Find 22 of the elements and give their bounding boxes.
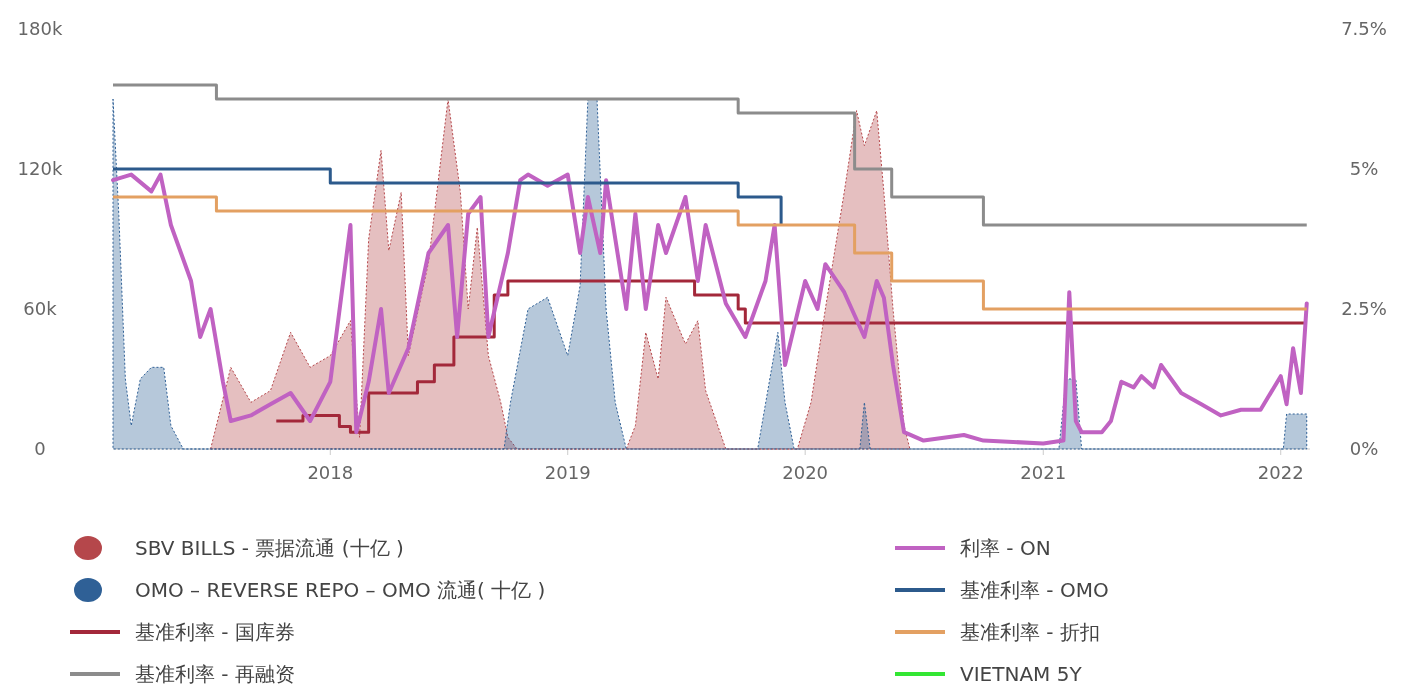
x-tick-label: 2022 [1257,462,1304,483]
y-tick-label: 60k [23,298,58,319]
y-tick-label: 120k [17,158,63,179]
x-tick-label: 2019 [544,462,591,483]
legend-label: 基准利率 - 折扣 [960,620,1100,644]
y2-tick-label: 5% [1349,158,1379,179]
legend-label: OMO – REVERSE REPO – OMO 流通( 十亿 ) [135,578,546,602]
y2-tick-label: 2.5% [1341,298,1387,319]
x-tick-label: 2018 [307,462,354,483]
y-tick-label: 180k [17,18,63,39]
y2-tick-label: 7.5% [1341,18,1387,39]
x-tick-label: 2021 [1020,462,1067,483]
legend-label: 基准利率 - OMO [960,578,1109,602]
legend-label: VIETNAM 5Y [960,662,1083,684]
legend-label: SBV BILLS - 票据流通 (十亿 ) [135,536,404,560]
y2-tick-label: 0% [1349,438,1379,459]
line-series [111,172,1309,446]
legend-label: 基准利率 - 再融资 [135,662,295,684]
y-tick-label: 0 [34,438,46,459]
legend-label: 利率 - ON [960,536,1051,560]
x-tick-label: 2020 [782,462,829,483]
legend-label: 基准利率 - 国库券 [135,620,295,644]
